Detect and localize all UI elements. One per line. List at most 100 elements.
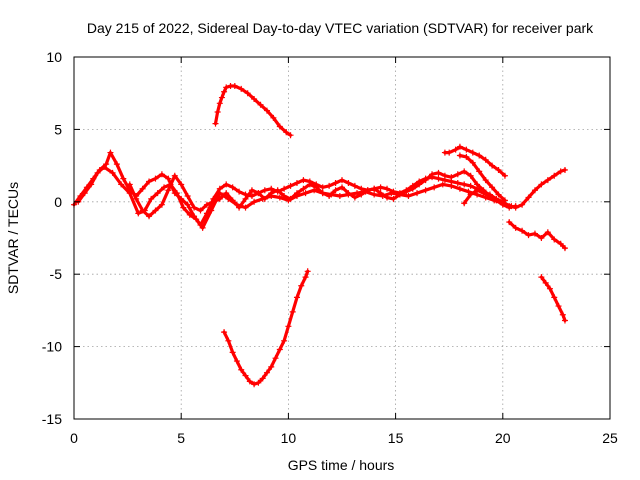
y-tick-label: -5 [50,266,63,282]
data-point [263,369,270,376]
series-lower-arc-markers [221,268,311,388]
data-point [203,201,210,208]
data-point [193,216,200,223]
data-point [293,179,300,186]
data-point [519,201,526,208]
data-point [126,181,133,188]
data-point [165,187,172,194]
data-point [461,168,468,175]
series-right-descending-a [507,220,567,250]
x-axis-label: GPS time / hours [288,457,395,473]
data-point [467,191,474,198]
data-point [281,337,288,344]
series-right-descending-b-markers [538,274,568,324]
data-point [88,181,95,188]
data-point [351,194,358,201]
data-point [501,197,508,204]
data-point [454,171,461,178]
data-point [469,149,476,156]
data-point [276,346,283,353]
data-point [446,149,453,156]
data-point [216,100,223,107]
data-point [302,190,309,197]
data-point [326,182,333,189]
data-point [298,282,305,289]
data-point [221,88,228,95]
data-point [154,190,161,197]
data-point [285,323,292,330]
data-point [482,177,489,184]
data-point [463,146,470,153]
data-point [435,175,442,182]
data-point [538,274,545,281]
data-point [313,184,320,191]
data-point [221,329,228,336]
data-point [212,120,219,127]
data-point [506,204,513,211]
data-point [332,187,339,194]
data-point [118,181,125,188]
data-point [236,204,243,211]
data-point [158,201,165,208]
data-point [555,303,562,310]
data-point [452,146,459,153]
data-point [184,201,191,208]
data-point [551,172,558,179]
data-point [281,185,288,192]
data-point [371,185,378,192]
data-point [480,190,487,197]
data-point [178,181,185,188]
data-point [336,193,343,200]
data-point [482,156,489,163]
data-point [289,308,296,315]
data-point [531,230,538,237]
data-point [384,194,391,201]
y-tick-label: 5 [54,121,62,137]
data-point [263,107,270,114]
data-point [255,379,262,386]
data-point [184,193,191,200]
data-point [358,185,365,192]
data-point [229,184,236,191]
data-point [441,172,448,179]
data-point [218,94,225,101]
series-right-descending-b [539,275,567,323]
data-point [197,207,204,214]
data-point [210,198,217,205]
y-axis-label: SDTVAR / TECUs [5,182,21,294]
data-point [405,193,412,200]
series-right-dip-markers [461,187,519,211]
data-point [244,90,251,97]
data-point [422,187,429,194]
data-point [225,337,232,344]
data-point [371,191,378,198]
data-point [461,181,468,188]
data-point [146,213,153,220]
data-point [293,190,300,197]
series-upper-arc-right-a-markers [441,143,508,179]
data-point [377,190,384,197]
data-point [94,169,101,176]
data-point [416,181,423,188]
data-point [231,82,238,89]
x-tick-label: 10 [281,430,297,446]
y-tick-label: 10 [46,49,62,65]
data-point [191,204,198,211]
data-point [474,181,481,188]
series-upper-arc-right-b [458,153,507,202]
data-point [229,197,236,204]
data-point [186,211,193,218]
data-point [276,194,283,201]
y-tick-label: -10 [42,339,62,355]
data-point [171,172,178,179]
data-point [180,204,187,211]
data-point [152,207,159,214]
data-point [476,152,483,159]
data-point [448,174,455,181]
data-point [414,190,421,197]
data-point [261,195,268,202]
data-point [242,195,249,202]
data-point [561,245,568,252]
y-tick-label: -15 [42,411,62,427]
